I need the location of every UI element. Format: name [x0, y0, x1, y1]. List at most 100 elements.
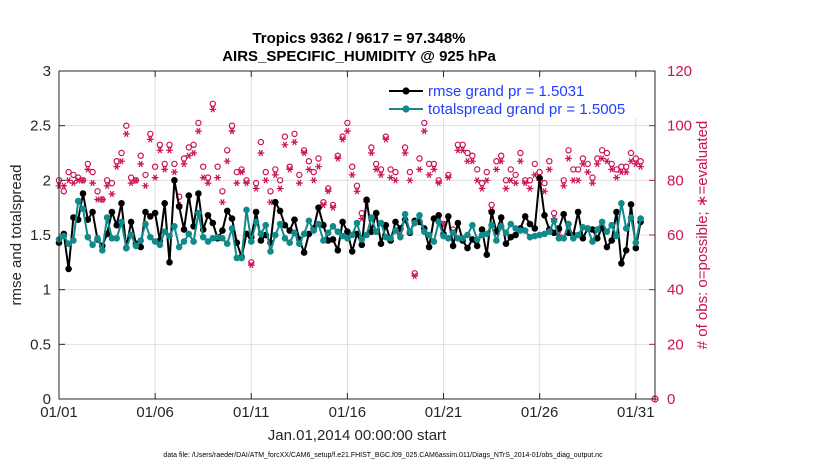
y-right-tick-label: 120 [667, 63, 692, 80]
totalspread-point [416, 212, 423, 219]
y-left-tick-label: 2.5 [30, 118, 51, 135]
obs-evaluated-marker [502, 185, 510, 192]
obs-possible-marker [276, 177, 284, 184]
totalspread-point [70, 237, 77, 244]
totalspread-point [99, 247, 106, 254]
totalspread-point [286, 239, 294, 246]
totalspread-point [637, 215, 644, 222]
obs-evaluated-marker [521, 179, 529, 187]
obs-possible-marker [296, 171, 303, 179]
obs-evaluated-marker [195, 127, 202, 135]
obs-possible-marker [84, 160, 92, 168]
totalspread-point [454, 235, 462, 242]
rmse-point [574, 208, 582, 216]
totalspread-point [223, 240, 231, 247]
obs-possible-marker [127, 174, 135, 181]
rmse-point [195, 190, 202, 197]
rmse-point [142, 208, 149, 216]
legend-spread-marker [402, 105, 410, 113]
totalspread-point [348, 231, 356, 239]
obs-evaluated-marker [310, 177, 318, 184]
obs-possible-marker [166, 141, 173, 148]
obs-evaluated-marker [243, 179, 250, 187]
y-left-tick-label: 2 [43, 172, 51, 189]
rmse-point [166, 259, 173, 266]
rmse-point [512, 231, 519, 239]
totalspread-point [546, 228, 553, 235]
obs-possible-marker [65, 168, 72, 176]
rmse-point [339, 218, 346, 226]
obs-possible-marker [598, 147, 606, 154]
totalspread-point [281, 235, 289, 242]
totalspread-point [430, 238, 438, 245]
rmse-point [108, 208, 116, 216]
obs-possible-marker [344, 119, 351, 127]
y-axis-label-right: # of obs: o=possible; ∗=evaluated [694, 121, 711, 350]
obs-evaluated-marker [497, 157, 505, 165]
totalspread-point [613, 232, 620, 240]
obs-evaluated-marker [507, 177, 515, 184]
obs-evaluated-marker [156, 147, 164, 154]
x-tick-label: 01/31 [617, 404, 655, 421]
obs-possible-marker [353, 182, 361, 189]
obs-evaluated-marker [598, 155, 606, 162]
totalspread-point [248, 238, 255, 245]
totalspread-point [555, 235, 563, 242]
obs-evaluated-marker [339, 136, 346, 143]
rmse-point [334, 247, 342, 254]
obs-evaluated-marker [271, 171, 279, 179]
obs-evaluated-marker [608, 166, 616, 173]
totalspread-point [233, 254, 241, 262]
totalspread-point [166, 232, 173, 240]
rmse-point [425, 243, 433, 251]
obs-evaluated-marker [584, 168, 592, 176]
obs-evaluated-marker [411, 272, 419, 280]
obs-possible-marker [123, 122, 130, 129]
obs-evaluated-marker [406, 177, 414, 184]
y-left-tick-labels: 0 0.5 1 1.5 2 2.5 3 [30, 63, 51, 408]
obs-evaluated-marker [180, 160, 188, 168]
rmse-point [118, 200, 125, 207]
obs-evaluated-marker [334, 155, 342, 162]
obs-possible-marker [137, 152, 144, 159]
totalspread-point [108, 235, 116, 242]
totalspread-point [310, 227, 318, 234]
obs-evaluated-marker [401, 149, 409, 157]
obs-evaluated-marker [291, 138, 298, 146]
x-tick-label: 01/06 [136, 404, 174, 421]
obs-evaluated-marker [372, 166, 380, 173]
totalspread-point [329, 223, 337, 230]
y-right-tick-label: 60 [667, 227, 684, 244]
obs-evaluated-marker [281, 141, 289, 149]
obs-possible-marker [483, 168, 490, 176]
obs-evaluated-marker [517, 157, 524, 165]
obs-possible-marker [156, 141, 164, 148]
totalspread-point [517, 227, 524, 234]
obs-possible-marker [474, 166, 481, 173]
rmse-point [392, 218, 399, 226]
rmse-point [608, 237, 615, 244]
rmse-point [175, 203, 183, 210]
totalspread-point [296, 240, 303, 247]
x-tick-label: 01/16 [329, 404, 367, 421]
obs-possible-marker [589, 174, 596, 181]
obs-possible-marker [469, 152, 476, 159]
obs-evaluated-marker [435, 179, 443, 187]
rmse-point [147, 213, 154, 220]
obs-possible-marker [267, 188, 274, 195]
obs-evaluated-marker [324, 188, 332, 195]
rmse-point [291, 216, 298, 223]
rmse-point [478, 226, 486, 233]
obs-evaluated-marker [603, 157, 611, 165]
totalspread-point [627, 214, 635, 221]
y-left-tick-label: 3 [43, 63, 51, 80]
obs-possible-marker [574, 166, 582, 173]
obs-possible-marker [536, 168, 543, 176]
obs-evaluated-marker [295, 179, 303, 187]
obs-evaluated-marker [416, 166, 423, 173]
obs-evaluated-marker [459, 147, 467, 154]
obs-evaluated-marker [161, 166, 169, 173]
rmse-point [430, 215, 438, 222]
rmse-point [627, 201, 635, 208]
totalspread-point [320, 237, 327, 244]
